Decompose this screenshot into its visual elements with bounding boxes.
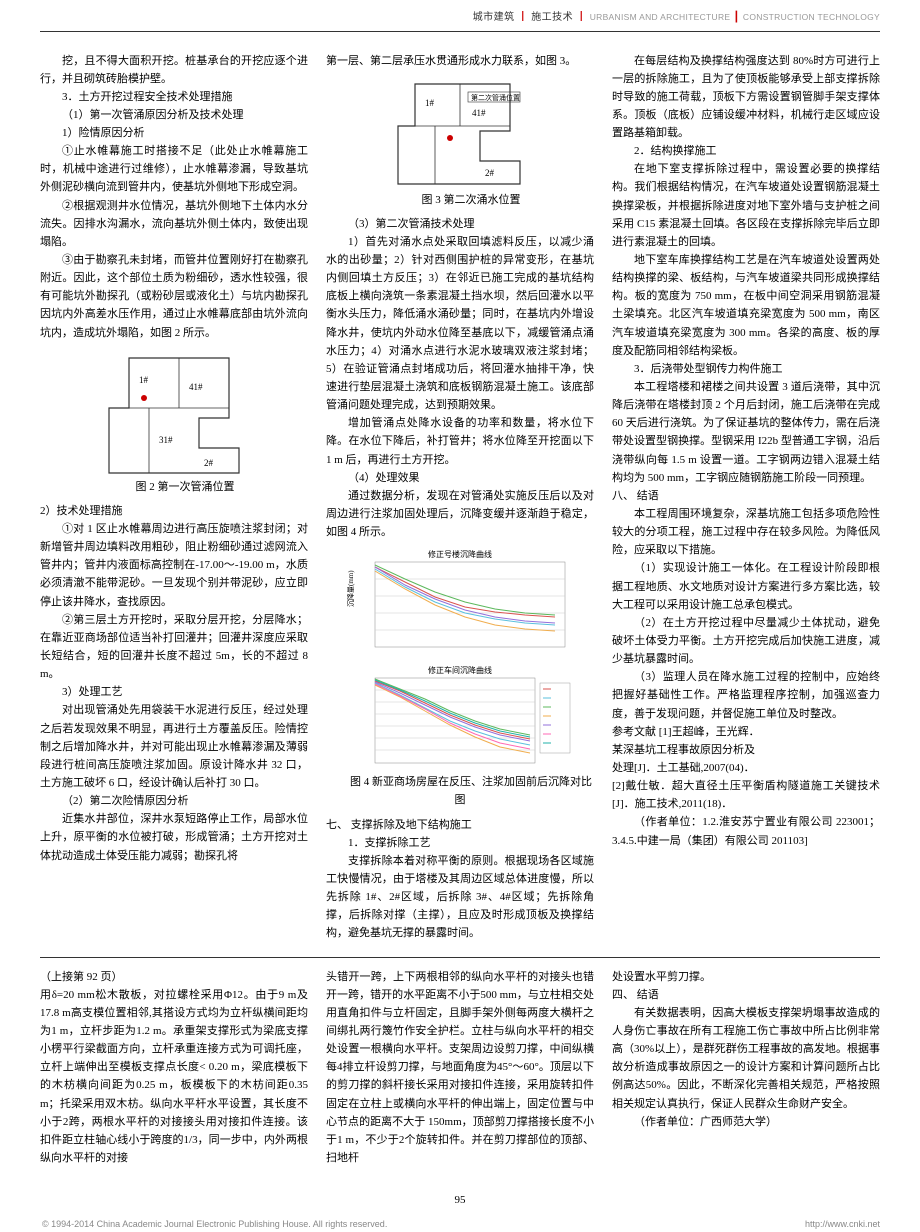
c2-p9: 支撑拆除本着对称平衡的原则。根据现场各区域施工快慢情况，由于塔楼及其周边区域总体…: [326, 852, 594, 943]
chart1-svg: 修正号楼沉降曲线 沉降量(mm): [345, 547, 575, 657]
c2-p6: 通过数据分析，发现在对管涌处实施反压后以及对周边进行注浆加固处理后，沉降变缓并逐…: [326, 487, 594, 541]
c1-p14: 近集水井部位，深井水泵短路停止工作，局部水位上升，原平衡的水位被打破，形成管涌；…: [40, 810, 308, 864]
page-number: 95: [40, 1191, 880, 1209]
c1-p13: （2）第二次险情原因分析: [40, 792, 308, 810]
c2-p8: 1．支撑拆除工艺: [326, 834, 594, 852]
svg-text:2#: 2#: [485, 168, 495, 178]
f3-p2: 四、 结语: [612, 986, 880, 1004]
c2-p7: 七、 支撑拆除及地下结构施工: [326, 816, 594, 834]
svg-text:1#: 1#: [139, 375, 149, 385]
c2-p2: （3）第二次管涌技术处理: [326, 215, 594, 233]
svg-text:1#: 1#: [425, 98, 435, 108]
main-columns: 挖，且不得大面积开挖。桩基承台的开挖应逐个进行，并且砌筑砖胎模护壁。 3．土方开…: [40, 52, 880, 943]
figure-2-caption: 图 2 第一次管涌位置: [40, 478, 308, 496]
c3-p1: 在每层结构及换撑结构强度达到 80%时方可进行上一层的拆除施工，且为了使顶板能够…: [612, 52, 880, 143]
svg-text:41#: 41#: [472, 108, 486, 118]
figure-3: 1# 41# 2# 第二次管涌位置 图 3 第二次涌水位置: [326, 76, 594, 209]
svg-text:41#: 41#: [189, 382, 203, 392]
header-divider2: ┃: [576, 12, 587, 23]
svg-text:2#: 2#: [204, 458, 214, 468]
svg-text:修正车间沉降曲线: 修正车间沉降曲线: [428, 665, 492, 675]
footer-col-1: （上接第 92 页） 用δ=20 mm松木散板，对拉螺栓采用Φ12。由于9 m及…: [40, 968, 308, 1168]
column-3: 在每层结构及换撑结构强度达到 80%时方可进行上一层的拆除施工，且为了使顶板能够…: [612, 52, 880, 943]
copyright-left: © 1994-2014 China Academic Journal Elect…: [42, 1217, 387, 1232]
c1-p4: 1）险情原因分析: [40, 124, 308, 142]
c2-p5: （4）处理效果: [326, 469, 594, 487]
c3-p8: 本工程周围环境复杂，深基坑施工包括多项危险性较大的分项工程，施工过程中存在较多风…: [612, 505, 880, 559]
figure-2-svg: 1# 41# 31# 2#: [89, 348, 259, 478]
section-divider: [40, 957, 880, 958]
c3-p15: [2]戴仕敏．超大直径土压平衡盾构隧道施工关键技术[J]．施工技术,2011(1…: [612, 777, 880, 813]
footer-col-2: 头错开一跨，上下两根相邻的纵向水平杆的对接头也错开一跨，错开的水平距离不小于50…: [326, 968, 594, 1168]
c1-p9: ①对 1 区止水帷幕周边进行高压旋喷注浆封闭；对新增管井周边填料改用粗砂，阻止粉…: [40, 520, 308, 611]
f3-p1: 处设置水平剪刀撑。: [612, 968, 880, 986]
chart2-svg: 修正车间沉降曲线: [345, 663, 575, 773]
figure-2: 1# 41# 31# 2# 图 2 第一次管涌位置: [40, 348, 308, 496]
continued-marker: （上接第 92 页）: [40, 968, 308, 986]
figure-4-chart1: 修正号楼沉降曲线 沉降量(mm): [326, 547, 594, 657]
svg-text:第二次管涌位置: 第二次管涌位置: [471, 93, 520, 102]
c3-p11: （3）监理人员在降水施工过程的控制中，应始终把握好基础性工作。严格监理程序控制，…: [612, 668, 880, 722]
c1-p7: ③由于勘察孔未封堵，而管井位置刚好打在勘察孔附近。因此，这个部位土质为粉细砂，透…: [40, 251, 308, 342]
svg-text:31#: 31#: [159, 435, 173, 445]
header-cn1: 城市建筑: [473, 12, 515, 23]
c3-p9: （1）实现设计施工一体化。在工程设计阶段即根据工程地质、水文地质对设计方案进行多…: [612, 559, 880, 613]
figure-3-svg: 1# 41# 2# 第二次管涌位置: [380, 76, 540, 191]
c2-p3: 1）首先对涌水点处采取回填滤料反压，以减少涌水的出砂量；2）针对西侧围护桩的异常…: [326, 233, 594, 414]
f3-p4: （作者单位：广西师范大学）: [612, 1113, 880, 1131]
footer-col-3: 处设置水平剪刀撑。 四、 结语 有关数据表明，因高大模板支撑架坍塌事故造成的人身…: [612, 968, 880, 1168]
c1-p1: 挖，且不得大面积开挖。桩基承台的开挖应逐个进行，并且砌筑砖胎模护壁。: [40, 52, 308, 88]
column-2: 第一层、第二层承压水贯通形成水力联系，如图 3。 1# 41# 2# 第二次管涌…: [326, 52, 594, 943]
figure-4-chart2: 修正车间沉降曲线: [326, 663, 594, 809]
c3-p2: 2．结构换撑施工: [612, 142, 880, 160]
c1-p10: ②第三层土方开挖时，采取分层开挖，分层降水；在靠近亚商场部位适当补打回灌井；回灌…: [40, 611, 308, 684]
copyright-line: © 1994-2014 China Academic Journal Elect…: [40, 1217, 880, 1232]
c2-p1: 第一层、第二层承压水贯通形成水力联系，如图 3。: [326, 52, 594, 70]
c1-p6: ②根据观测井水位情况，基坑外侧地下土体内水分流失。因排水沟漏水，流向基坑外侧土体…: [40, 197, 308, 251]
c3-p6: 本工程塔楼和裙楼之间共设置 3 道后浇带，其中沉降后浇带在塔楼封顶 2 个月后封…: [612, 378, 880, 487]
header-rule: [40, 31, 880, 32]
figure-3-caption: 图 3 第二次涌水位置: [326, 191, 594, 209]
figure-4-caption: 图 4 新亚商场房屋在反压、注浆加固前后沉降对比图: [326, 773, 594, 809]
page-header: 城市建筑 ┃ 施工技术 ┃ URBANISM AND ARCHITECTURE …: [40, 0, 880, 31]
c3-p13: 某深基坑工程事故原因分析及: [612, 741, 880, 759]
c3-p7: 八、 结语: [612, 487, 880, 505]
header-divider3: ┃: [733, 12, 740, 23]
svg-text:修正号楼沉降曲线: 修正号楼沉降曲线: [428, 549, 492, 559]
c1-p12: 对出现管涌处先用袋装干水泥进行反压，经过处理之后若发现效果不明显，再进行土方覆盖…: [40, 701, 308, 792]
c1-p2: 3．土方开挖过程安全技术处理措施: [40, 88, 308, 106]
f1-p1: 用δ=20 mm松木散板，对拉螺栓采用Φ12。由于9 m及17.8 m高支模位置…: [40, 986, 308, 1167]
c2-p4: 增加管涌点处降水设备的功率和数量，将水位下降。在水位下降后，补打管井；将水位降至…: [326, 414, 594, 468]
c3-p14: 处理[J]．土工基础,2007(04)．: [612, 759, 880, 777]
c1-p5: ①止水帷幕施工时搭接不足（此处止水帷幕施工时，机械中途进行过维修），止水帷幕渗漏…: [40, 142, 308, 196]
c3-p16: （作者单位：1.2.淮安苏宁置业有限公司 223001；3.4.5.中建一局（集…: [612, 813, 880, 849]
c3-p12: 参考文献 [1]王超峰，王光辉．: [612, 723, 880, 741]
header-en2: CONSTRUCTION TECHNOLOGY: [743, 12, 880, 22]
c3-p3: 在地下室支撑拆除过程中，需设置必要的换撑结构。我们根据结构情况，在汽车坡道处设置…: [612, 160, 880, 251]
c1-p3: （1）第一次管涌原因分析及技术处理: [40, 106, 308, 124]
c1-p11: 3）处理工艺: [40, 683, 308, 701]
c3-p10: （2）在土方开挖过程中尽量减少土体扰动，避免破坏土体受力平衡。土方开挖完成后加快…: [612, 614, 880, 668]
header-cn2: 施工技术: [531, 12, 573, 23]
column-1: 挖，且不得大面积开挖。桩基承台的开挖应逐个进行，并且砌筑砖胎模护壁。 3．土方开…: [40, 52, 308, 943]
header-divider: ┃: [518, 12, 529, 23]
f2-p1: 头错开一跨，上下两根相邻的纵向水平杆的对接头也错开一跨，错开的水平距离不小于50…: [326, 968, 594, 1168]
header-en1: URBANISM AND ARCHITECTURE: [590, 12, 731, 22]
copyright-right: http://www.cnki.net: [805, 1217, 880, 1232]
footer-columns: （上接第 92 页） 用δ=20 mm松木散板，对拉螺栓采用Φ12。由于9 m及…: [40, 968, 880, 1168]
f3-p3: 有关数据表明，因高大模板支撑架坍塌事故造成的人身伤亡事故在所有工程施工伤亡事故中…: [612, 1004, 880, 1113]
c1-p8: 2）技术处理措施: [40, 502, 308, 520]
c3-p5: 3．后浇带处型钢传力构件施工: [612, 360, 880, 378]
c3-p4: 地下室车库换撑结构工艺是在汽车坡道处设置两处结构换撑的梁、板结构，与汽车坡道梁共…: [612, 251, 880, 360]
svg-text:沉降量(mm): 沉降量(mm): [346, 570, 355, 607]
